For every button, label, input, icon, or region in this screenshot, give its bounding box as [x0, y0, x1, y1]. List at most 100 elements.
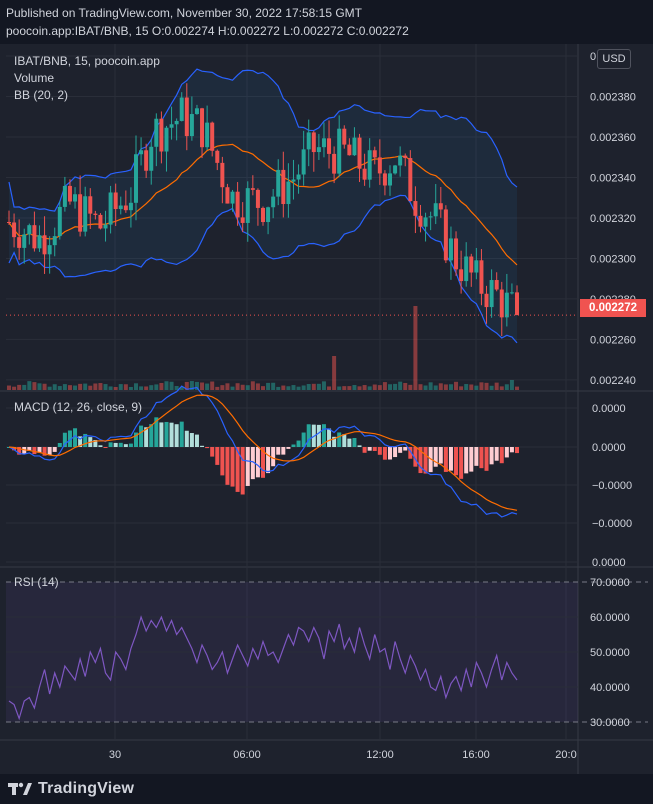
volume-bar — [123, 384, 128, 390]
macd-histogram-bar — [433, 447, 438, 467]
macd-histogram-bar — [215, 447, 220, 465]
macd-histogram-bar — [281, 447, 286, 455]
tradingview-logo[interactable]: TradingView — [8, 780, 134, 798]
candle-body — [362, 168, 367, 180]
volume-bar — [377, 385, 382, 390]
candle-body — [342, 128, 347, 145]
chart-area[interactable]: 0.002400.0023800.0023600.0023400.0023200… — [0, 44, 653, 774]
macd-histogram-bar — [347, 438, 352, 447]
macd-histogram-bar — [301, 432, 306, 447]
candle-body — [230, 191, 235, 204]
macd-histogram-bar — [27, 447, 32, 451]
macd-histogram-bar — [139, 425, 144, 447]
candle-body — [225, 187, 230, 204]
candle-body — [47, 245, 52, 255]
macd-histogram-bar — [332, 436, 337, 447]
candle-body — [169, 124, 174, 128]
volume-bar — [408, 384, 413, 390]
macd-histogram-bar — [316, 424, 321, 447]
volume-bar — [93, 383, 98, 390]
candle-body — [261, 207, 265, 223]
macd-histogram-bar — [403, 447, 408, 451]
candle-body — [37, 235, 42, 249]
chart-canvas[interactable]: 0.002400.0023800.0023600.0023400.0023200… — [0, 44, 653, 774]
candle-body — [266, 207, 271, 223]
candle-body — [327, 138, 332, 154]
candle-body — [372, 150, 377, 158]
volume-bar — [12, 386, 17, 390]
macd-histogram-bar — [47, 447, 52, 455]
macd-histogram-bar — [57, 442, 62, 447]
macd-histogram-bar — [337, 432, 342, 447]
rsi-tick-label: 70.0000 — [590, 577, 630, 589]
time-tick-label: 30 — [109, 749, 121, 761]
volume-bar — [7, 385, 11, 390]
volume-bar — [428, 382, 433, 390]
volume-bar — [443, 384, 448, 390]
volume-bar — [357, 386, 362, 390]
volume-bar — [489, 385, 494, 390]
macd-histogram-bar — [509, 447, 514, 453]
volume-bar — [67, 385, 72, 390]
candle-body — [205, 122, 210, 148]
macd-histogram-bar — [220, 447, 225, 476]
volume-bar — [382, 382, 387, 390]
candle-body — [479, 260, 484, 294]
volume-bar — [255, 383, 260, 390]
volume-bar — [47, 386, 52, 390]
macd-histogram-bar — [443, 447, 448, 472]
candle-body — [250, 188, 255, 190]
candle-body — [245, 188, 250, 223]
price-tick-label: 0.002320 — [590, 213, 636, 225]
candle-body — [332, 153, 337, 174]
candle-body — [17, 237, 22, 248]
volume-bar — [301, 385, 306, 390]
macd-histogram-bar — [306, 424, 311, 447]
volume-bar — [332, 356, 337, 390]
volume-bar — [459, 386, 464, 390]
macd-histogram-bar — [393, 447, 398, 458]
candle-body — [347, 144, 352, 156]
macd-histogram-bar — [205, 447, 210, 449]
candle-body — [515, 292, 519, 316]
macd-histogram-bar — [448, 447, 453, 471]
publish-header: Published on TradingView.com, November 3… — [0, 0, 653, 44]
bb-legend: BB (20, 2) — [14, 88, 69, 102]
macd-histogram-bar — [52, 447, 57, 452]
volume-bar — [311, 383, 316, 390]
candle-body — [494, 280, 499, 290]
macd-histogram-bar — [103, 447, 108, 448]
tradingview-logo-icon — [8, 782, 32, 795]
candle-body — [271, 196, 276, 208]
volume-bar — [118, 384, 123, 390]
candle-body — [281, 169, 286, 205]
candle-body — [42, 235, 47, 255]
macd-histogram-bar — [494, 447, 499, 461]
macd-histogram-bar — [154, 417, 159, 447]
candle-body — [316, 147, 321, 153]
macd-histogram-bar — [128, 443, 133, 447]
candle-body — [144, 150, 149, 171]
volume-bar — [484, 382, 489, 390]
candle-body — [27, 225, 32, 235]
currency-button[interactable]: USD — [597, 49, 631, 69]
macd-histogram-bar — [499, 447, 504, 464]
volume-bar — [276, 386, 281, 390]
macd-histogram-bar — [73, 428, 78, 447]
candle-body — [118, 205, 123, 210]
candle-body — [367, 150, 372, 180]
macd-histogram-bar — [464, 447, 469, 474]
candle-body — [57, 206, 62, 237]
macd-histogram-bar — [454, 447, 459, 476]
candle-body — [464, 256, 469, 282]
candle-body — [418, 215, 423, 227]
candle-body — [286, 181, 291, 205]
candle-body — [184, 97, 189, 137]
candle-body — [306, 132, 311, 150]
bb-basis — [8, 143, 518, 266]
volume-bar — [215, 386, 220, 390]
volume-bar — [235, 383, 240, 390]
macd-histogram-bar — [357, 445, 362, 447]
volume-bar — [164, 381, 169, 390]
footer: TradingView — [0, 774, 653, 804]
